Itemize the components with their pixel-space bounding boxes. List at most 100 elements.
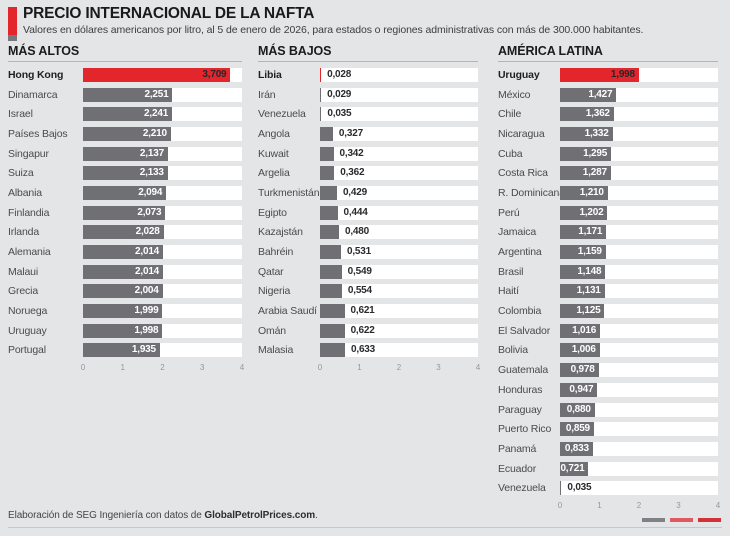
price-value: 0,978 <box>570 364 595 376</box>
bar-track: 1,998 <box>83 323 242 338</box>
price-value: 1,125 <box>576 305 601 317</box>
country-label: Israel <box>8 108 33 121</box>
price-bar <box>320 87 322 102</box>
credit-source: GlobalPetrolPrices.com <box>204 510 316 521</box>
bar-row: Uruguay 1,998 <box>8 321 242 341</box>
price-value: 1,171 <box>578 226 603 238</box>
bar-row: Suiza 2,133 <box>8 163 242 183</box>
country-label: Nigeria <box>258 285 291 298</box>
price-bar <box>320 225 339 240</box>
bar-row: Irlanda 2,028 <box>8 223 242 243</box>
bar-row: Egipto 0,444 <box>258 203 478 223</box>
bar-track: 0,859 <box>560 422 718 437</box>
bar-track: 1,998 <box>560 67 718 82</box>
price-bar: 2,133 <box>83 166 168 181</box>
price-value: 1,148 <box>577 265 602 277</box>
country-label: Grecia <box>8 285 39 298</box>
column-america-latina: AMÉRICA LATINA Uruguay 1,998 México 1,427 Ch… <box>498 44 721 511</box>
price-bar: 1,159 <box>560 245 606 260</box>
price-value: 2,073 <box>137 206 162 218</box>
price-value: 1,362 <box>585 108 610 120</box>
price-bar: 0,880 <box>560 402 595 417</box>
bar-rows: Libia 0,028 Irán 0,029 Venezuela 0,035 Angola 0… <box>258 65 478 360</box>
bar-row: Perú 1,202 <box>498 203 718 223</box>
bar-row: Turkmenistán 0,429 <box>258 183 478 203</box>
price-bar: 2,028 <box>83 225 164 240</box>
price-bar: 2,014 <box>83 264 164 279</box>
price-value: 1,999 <box>134 305 159 317</box>
bar-track: 2,004 <box>83 284 242 299</box>
logo-bar <box>670 518 693 522</box>
bar-row: Kazajstán 0,480 <box>258 223 478 243</box>
bar-track: 1,999 <box>83 304 242 319</box>
price-value: 2,210 <box>142 127 167 139</box>
axis-tick: 4 <box>715 501 721 511</box>
country-label: Ecuador <box>498 462 537 475</box>
bar-track: 2,028 <box>83 225 242 240</box>
price-value: 2,028 <box>135 226 160 238</box>
price-value: 0,622 <box>350 324 375 336</box>
bar-track: 2,251 <box>83 87 242 102</box>
country-label: Arabia Saudí <box>258 305 317 318</box>
bar-row: Portugal 1,935 <box>8 341 242 361</box>
bar-track: 2,014 <box>83 245 242 260</box>
country-label: Dinamarca <box>8 88 58 101</box>
bar-row: Qatar 0,549 <box>258 262 478 282</box>
price-bar: 1,332 <box>560 126 613 141</box>
bar-row: Cuba 1,295 <box>498 144 718 164</box>
price-value: 1,210 <box>579 186 604 198</box>
price-bar: 0,978 <box>560 363 599 378</box>
price-bar: 2,241 <box>83 107 173 122</box>
price-value: 0,833 <box>564 442 589 454</box>
country-label: Bolivia <box>498 344 528 357</box>
price-value: 0,035 <box>567 482 592 494</box>
price-bar: 0,947 <box>560 382 598 397</box>
price-bar: 2,137 <box>83 146 168 161</box>
bar-row: Puerto Rico 0,859 <box>498 419 718 439</box>
country-label: Puerto Rico <box>498 423 552 436</box>
price-value: 1,287 <box>582 167 607 179</box>
price-bar: 0,833 <box>560 441 593 456</box>
bar-row: Singapur 2,137 <box>8 144 242 164</box>
price-bar: 1,935 <box>83 343 160 358</box>
bar-row: Chile 1,362 <box>498 104 718 124</box>
bar-track: 0,035 <box>320 107 478 122</box>
price-value: 0,947 <box>569 383 594 395</box>
bar-track: 1,131 <box>560 284 718 299</box>
country-label: Chile <box>498 108 522 121</box>
bar-row: Argelia 0,362 <box>258 163 478 183</box>
price-bar <box>320 166 335 181</box>
price-bar: 1,287 <box>560 166 611 181</box>
bar-row: Albania 2,094 <box>8 183 242 203</box>
axis-tick: 2 <box>396 363 402 373</box>
bar-track: 0,480 <box>320 225 478 240</box>
price-bar: 2,210 <box>83 126 171 141</box>
country-label: Costa Rica <box>498 167 548 180</box>
credit-suffix: . <box>315 510 318 521</box>
price-value: 0,029 <box>327 88 352 100</box>
price-value: 0,633 <box>351 344 376 356</box>
price-value: 0,444 <box>343 206 368 218</box>
country-label: Argentina <box>498 246 542 259</box>
country-label: Jamaica <box>498 226 537 239</box>
bar-row: Arabia Saudí 0,621 <box>258 301 478 321</box>
country-label: Países Bajos <box>8 127 68 140</box>
bar-track: 0,362 <box>320 166 478 181</box>
bar-row: Kuwait 0,342 <box>258 144 478 164</box>
bar-row: Finlandia 2,073 <box>8 203 242 223</box>
price-value: 1,295 <box>583 147 608 159</box>
country-label: México <box>498 88 531 101</box>
column-mas-bajos: MÁS BAJOS Libia 0,028 Irán 0,029 Venezuela 0,… <box>258 44 480 373</box>
price-value: 1,332 <box>584 127 609 139</box>
country-label: Alemania <box>8 246 51 259</box>
bar-track: 1,362 <box>560 107 718 122</box>
price-bar: 2,251 <box>83 87 173 102</box>
axis-tick: 1 <box>357 363 362 373</box>
country-label: Honduras <box>498 383 543 396</box>
axis-tick: 1 <box>120 363 125 373</box>
bar-row: Ecuador 0,721 <box>498 459 718 479</box>
column-header: MÁS BAJOS <box>258 44 478 62</box>
bar-row: Argentina 1,159 <box>498 242 718 262</box>
bar-track: 1,159 <box>560 245 718 260</box>
bar-row: Bolivia 1,006 <box>498 341 718 361</box>
